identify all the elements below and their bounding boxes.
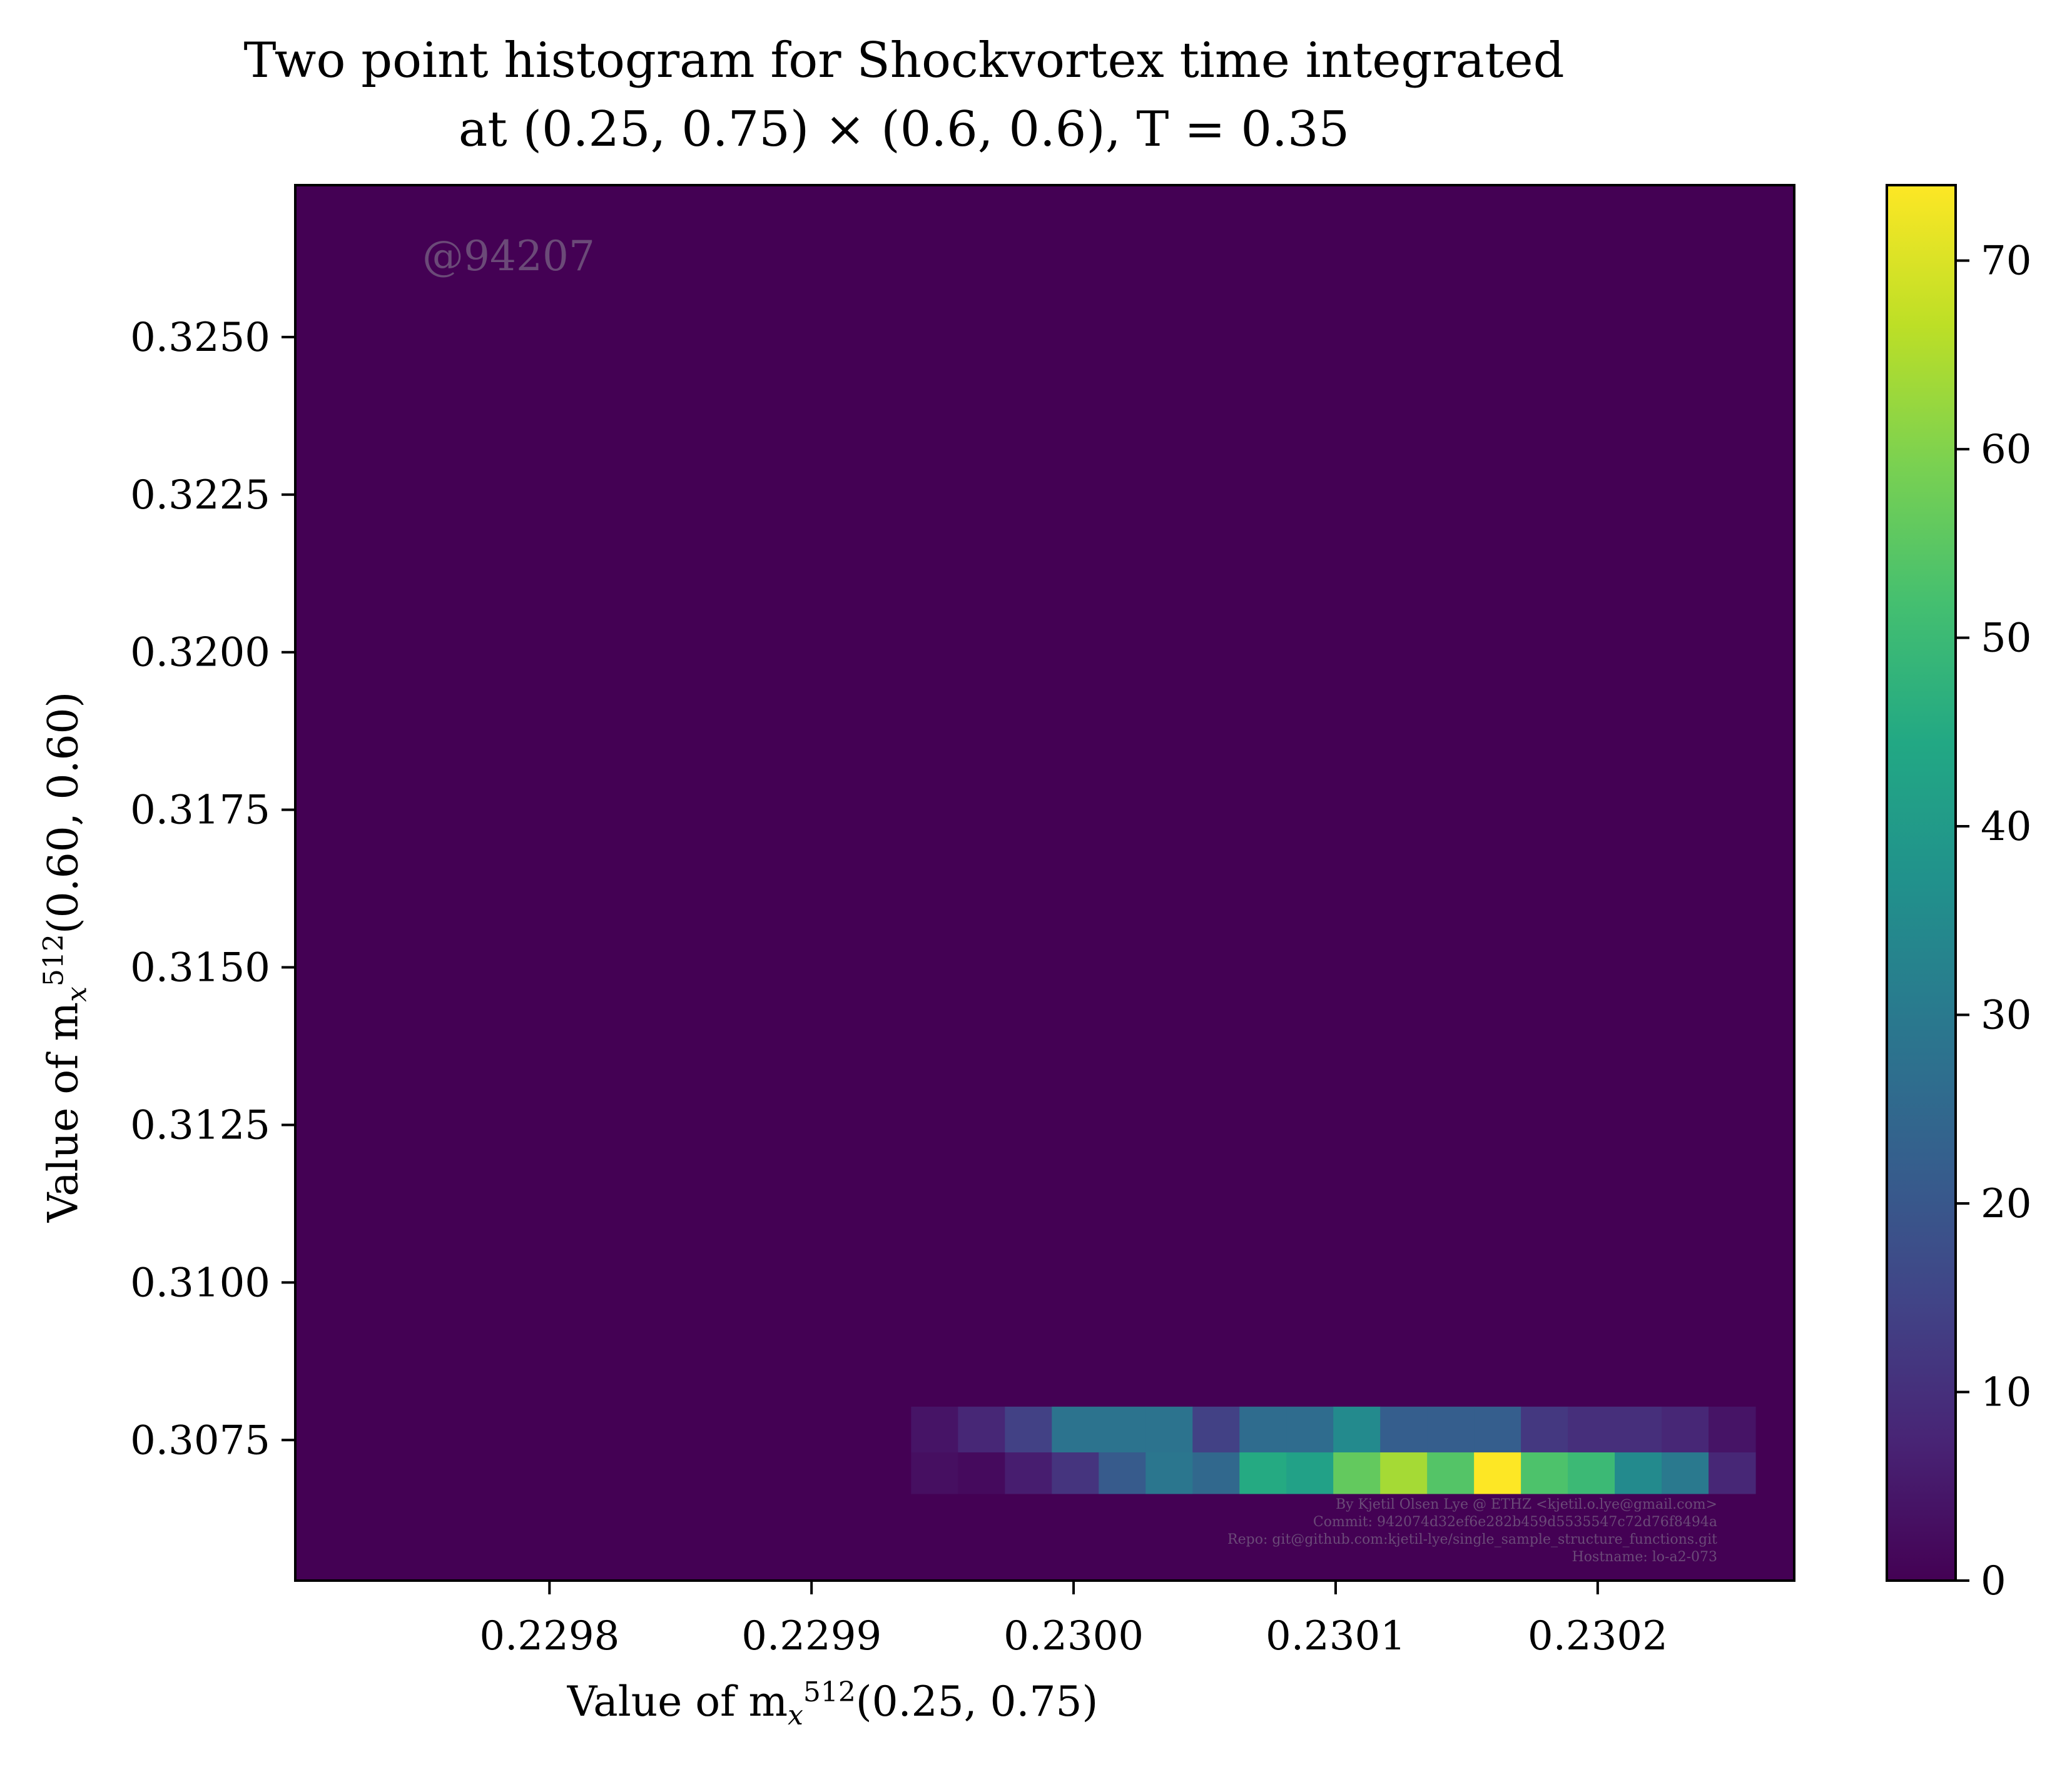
chart-title-line-2: at (0.25, 0.75) × (0.6, 0.6), T = 0.35 <box>458 101 1350 158</box>
plot-frame <box>294 184 1795 1582</box>
y-tick-label: 0.3225 <box>130 472 270 519</box>
watermark: @94207 <box>422 232 595 280</box>
y-axis-ticks: 0.3075 0.3100 0.3125 0.3150 0.3175 0.3200 0.32… <box>130 315 295 1464</box>
colorbar-tick-label: 50 <box>1981 615 2031 662</box>
histogram-cell <box>1427 1452 1475 1494</box>
histogram-cell <box>1286 1452 1334 1494</box>
histogram-cell <box>1005 1406 1052 1453</box>
histogram-cell <box>1521 1406 1568 1453</box>
y-tick-label: 0.3125 <box>130 1102 270 1148</box>
histogram-cell <box>1333 1406 1381 1453</box>
histogram-cell <box>1099 1452 1146 1494</box>
histogram-cell <box>1568 1452 1615 1494</box>
footer-line: Hostname: lo-a2-073 <box>1572 1549 1717 1565</box>
y-tick-label: 0.3100 <box>130 1260 270 1306</box>
x-tick-label: 0.2302 <box>1528 1613 1668 1659</box>
y-axis-label: Value of mx512(0.60, 0.60) <box>38 691 93 1223</box>
x-tick-label: 0.2300 <box>1003 1613 1144 1659</box>
colorbar-tick-label: 30 <box>1981 993 2031 1039</box>
histogram-cell <box>1145 1406 1193 1453</box>
histogram-cell <box>1192 1406 1240 1453</box>
colorbar-tick-label: 10 <box>1981 1370 2031 1416</box>
y-tick-label: 0.3200 <box>130 630 270 676</box>
histogram-cell <box>1286 1406 1334 1453</box>
x-tick-label: 0.2301 <box>1266 1613 1406 1659</box>
colorbar-tick-label: 20 <box>1981 1181 2031 1227</box>
histogram-cell <box>1709 1452 1756 1494</box>
x-axis-ticks: 0.2298 0.2299 0.2300 0.2301 0.2302 <box>479 1581 1668 1659</box>
histogram-cell <box>911 1406 958 1453</box>
footer-line: By Kjetil Olsen Lye @ ETHZ <kjetil.o.lye… <box>1336 1497 1717 1512</box>
colorbar-tick-label: 40 <box>1981 804 2031 850</box>
x-tick-label: 0.2298 <box>479 1613 619 1659</box>
histogram-cell <box>1239 1406 1287 1453</box>
footer-line: Commit: 942074d32ef6e282b459d5535547c72d… <box>1313 1514 1717 1530</box>
colorbar-ticks: 0 10 20 30 40 50 60 70 <box>1956 238 2031 1604</box>
colorbar-tick-label: 60 <box>1981 427 2031 473</box>
histogram-cell <box>1052 1406 1099 1453</box>
histogram-cell <box>1615 1452 1662 1494</box>
histogram-cell <box>1380 1452 1428 1494</box>
histogram-cell <box>1427 1406 1475 1453</box>
colorbar-tick-label: 0 <box>1981 1558 2006 1604</box>
histogram-cell <box>1192 1452 1240 1494</box>
footer-notes: By Kjetil Olsen Lye @ ETHZ <kjetil.o.lye… <box>1227 1497 1717 1565</box>
histogram-cell <box>1568 1406 1615 1453</box>
histogram-cell <box>1615 1406 1662 1453</box>
histogram-cell <box>1521 1452 1568 1494</box>
footer-line: Repo: git@github.com:kjetil-lye/single_s… <box>1227 1532 1717 1547</box>
plot-background <box>295 185 1794 1581</box>
x-axis-label: Value of mx512(0.25, 0.75) <box>567 1676 1099 1731</box>
histogram-cell <box>1474 1406 1521 1453</box>
colorbar <box>1886 184 1957 1582</box>
y-tick-label: 0.3075 <box>130 1417 270 1464</box>
histogram-cell <box>1474 1452 1521 1494</box>
x-tick-label: 0.2299 <box>741 1613 881 1659</box>
y-tick-label: 0.3150 <box>130 945 270 991</box>
colorbar-tick-label: 70 <box>1981 238 2031 285</box>
y-tick-label: 0.3175 <box>130 787 270 834</box>
histogram-cells <box>911 1406 1756 1494</box>
histogram-cell <box>1662 1406 1709 1453</box>
y-tick-label: 0.3250 <box>130 315 270 361</box>
histogram-cell <box>1145 1452 1193 1494</box>
histogram-cell <box>1380 1406 1428 1453</box>
histogram-cell <box>1709 1406 1756 1453</box>
histogram-cell <box>1052 1452 1099 1494</box>
histogram-cell <box>1239 1452 1287 1494</box>
histogram-cell <box>958 1406 1005 1453</box>
histogram-cell <box>1662 1452 1709 1494</box>
histogram-cell <box>1005 1452 1052 1494</box>
histogram-cell <box>1333 1452 1381 1494</box>
histogram-cell <box>958 1452 1005 1494</box>
chart-title-line-1: Two point histogram for Shockvortex time… <box>243 33 1565 89</box>
histogram-cell <box>911 1452 958 1494</box>
histogram-cell <box>1099 1406 1146 1453</box>
